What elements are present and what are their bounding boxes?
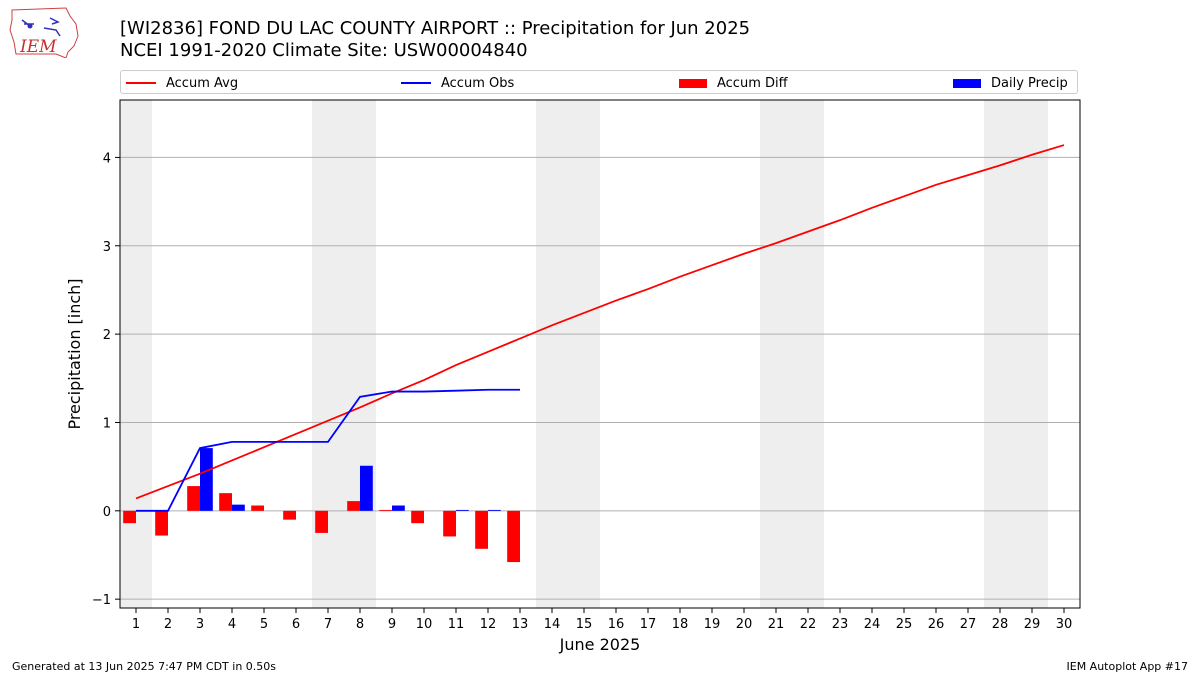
x-tick-label: 23	[832, 617, 849, 632]
accum-diff-bar	[315, 510, 328, 533]
legend-swatch-accum-diff	[679, 78, 707, 88]
y-tick-label: 1	[103, 416, 111, 431]
legend: Accum Avg Accum Obs Accum Diff Daily Pre…	[120, 70, 1078, 94]
x-tick-label: 6	[292, 617, 300, 632]
accum-diff-bar	[475, 510, 488, 549]
daily-precip-bar	[488, 509, 501, 511]
x-tick-label: 12	[480, 617, 497, 632]
x-tick-label: 28	[992, 617, 1009, 632]
y-tick-label: 0	[103, 505, 111, 520]
legend-item-accum-diff: Accum Diff	[679, 74, 788, 92]
weekend-band	[760, 100, 824, 608]
accum-diff-bar	[411, 510, 424, 524]
legend-label-accum-obs: Accum Obs	[441, 75, 515, 91]
y-tick-label: 2	[103, 328, 111, 343]
accum-diff-bar	[283, 510, 296, 520]
y-tick-label: −1	[92, 593, 111, 608]
x-tick-label: 10	[416, 617, 433, 632]
x-tick-label: 1	[132, 617, 140, 632]
legend-swatch-daily-precip	[953, 78, 981, 88]
x-tick-label: 19	[704, 617, 721, 632]
daily-precip-bar	[456, 509, 469, 511]
y-axis-label: Precipitation [inch]	[65, 278, 84, 429]
x-tick-label: 7	[324, 617, 332, 632]
legend-item-accum-obs: Accum Obs	[401, 74, 514, 92]
plot-frame	[119, 99, 1081, 609]
daily-precip-bar	[200, 448, 213, 511]
x-tick-label: 25	[896, 617, 913, 632]
x-tick-label: 5	[260, 617, 268, 632]
accum-diff-bar	[507, 510, 520, 563]
x-tick-label: 2	[164, 617, 172, 632]
x-tick-label: 14	[544, 617, 561, 632]
iem-logo: IEM	[9, 7, 79, 58]
legend-label-accum-avg: Accum Avg	[166, 75, 239, 91]
x-tick-label: 29	[1024, 617, 1041, 632]
legend-swatch-accum-obs	[401, 82, 431, 84]
legend-item-accum-avg: Accum Avg	[126, 74, 238, 92]
weekend-band	[536, 100, 600, 608]
accum-diff-bar	[187, 486, 200, 511]
x-tick-label: 9	[388, 617, 396, 632]
weekend-band	[312, 100, 376, 608]
accum-diff-bar	[123, 510, 136, 524]
x-tick-label: 27	[960, 617, 977, 632]
accum-avg-line	[135, 144, 1065, 500]
y-tick-label: 4	[103, 151, 111, 166]
legend-label-daily-precip: Daily Precip	[991, 75, 1068, 91]
x-tick-label: 22	[800, 617, 817, 632]
chart-subtitle: NCEI 1991-2020 Climate Site: USW00004840	[120, 40, 528, 61]
x-tick-label: 15	[576, 617, 593, 632]
footer-app: IEM Autoplot App #17	[1066, 660, 1189, 673]
accum-obs-line	[136, 388, 520, 512]
x-tick-label: 18	[672, 617, 689, 632]
accum-diff-bar	[155, 510, 168, 536]
legend-label-accum-diff: Accum Diff	[717, 75, 788, 91]
daily-precip-bar	[392, 505, 405, 511]
x-tick-label: 4	[228, 617, 236, 632]
daily-precip-bar	[360, 465, 373, 511]
x-tick-label: 30	[1056, 617, 1073, 632]
logo-text: IEM	[19, 37, 57, 57]
x-tick-label: 11	[448, 617, 465, 632]
accum-diff-bar	[219, 493, 232, 511]
x-tick-label: 3	[196, 617, 204, 632]
x-tick-label: 17	[640, 617, 657, 632]
daily-precip-bar	[232, 504, 245, 511]
x-tick-label: 24	[864, 617, 881, 632]
x-tick-label: 13	[512, 617, 529, 632]
x-tick-label: 26	[928, 617, 945, 632]
x-tick-label: 8	[356, 617, 364, 632]
y-tick-label: 3	[103, 240, 111, 255]
accum-diff-bar	[347, 501, 360, 511]
accum-diff-bar	[251, 505, 264, 511]
footer-generated: Generated at 13 Jun 2025 7:47 PM CDT in …	[12, 660, 277, 673]
accum-diff-bar	[443, 510, 456, 537]
legend-item-daily-precip: Daily Precip	[953, 74, 1068, 92]
x-tick-label: 16	[608, 617, 625, 632]
accum-diff-bar	[379, 509, 392, 511]
x-tick-label: 21	[768, 617, 785, 632]
legend-swatch-accum-avg	[126, 82, 156, 84]
chart-title: [WI2836] FOND DU LAC COUNTY AIRPORT :: P…	[120, 18, 751, 39]
x-tick-label: 20	[736, 617, 753, 632]
weekend-band	[984, 100, 1048, 608]
x-axis-label: June 2025	[559, 635, 641, 654]
weekend-band	[120, 100, 152, 608]
